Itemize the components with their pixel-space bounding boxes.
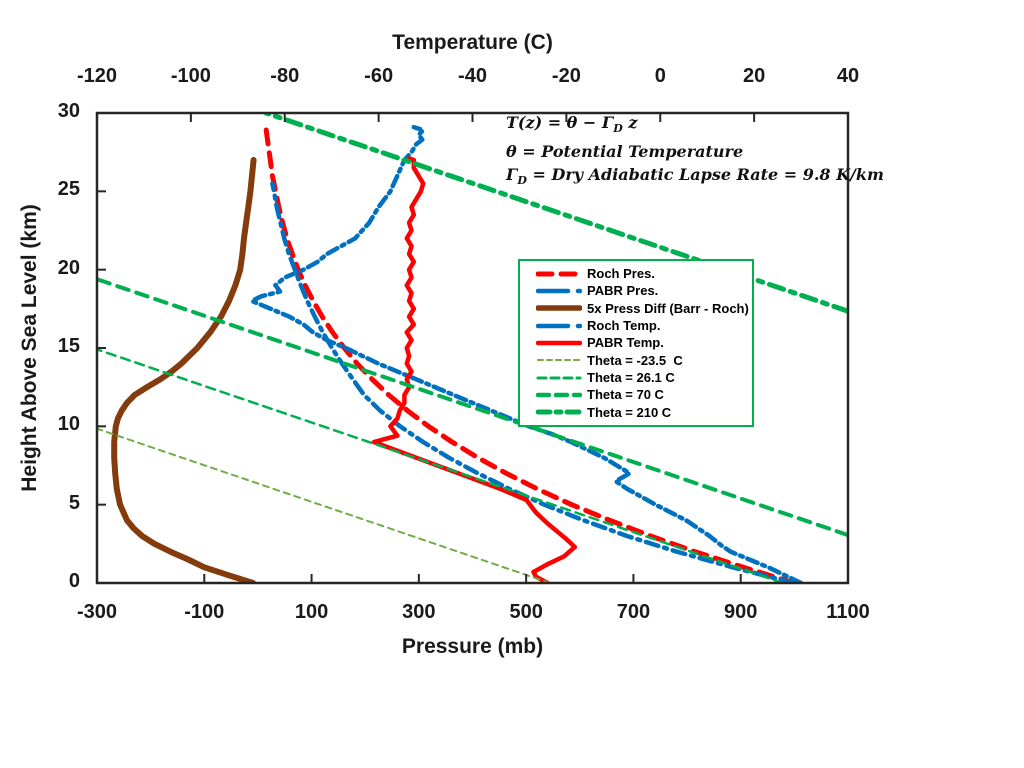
series-line-roch-temp: [249, 124, 804, 583]
annotation-line-3: ΓD = Dry Adiabatic Lapse Rate = 9.8 K/km: [506, 165, 884, 188]
top-tick-label: 40: [836, 65, 860, 87]
left-tick-label: 25: [57, 178, 80, 201]
top-tick-label: -100: [170, 65, 211, 87]
legend-line-sample-theta-210: [536, 409, 582, 415]
top-axis-title: Temperature (C): [392, 31, 553, 54]
top-tick-label: -40: [458, 65, 487, 87]
legend-label-pabr-temp: PABR Temp.: [587, 335, 664, 351]
legend-line-sample-theta-26-1: [536, 376, 582, 380]
bottom-tick-label: -300: [76, 601, 118, 623]
bottom-axis-title: Pressure (mb): [401, 635, 544, 658]
bottom-tick-label: -100: [184, 601, 225, 623]
left-tick-label: 5: [68, 491, 80, 514]
series-line-theta-70: [97, 277, 848, 538]
legend-label-theta-n23-5: Theta = -23.5 C: [587, 352, 683, 368]
bottom-tick-label: 900: [724, 601, 758, 623]
legend-item-roch-pres: Roch Pres.: [536, 265, 750, 282]
left-tick-label: 0: [68, 570, 80, 592]
legend-item-roch-temp: Roch Temp.: [536, 317, 750, 334]
annotation-line-1: T(z) = θ − ΓD z: [506, 113, 638, 136]
legend-line-sample-roch-pres: [536, 271, 582, 277]
bottom-tick-label: 300: [402, 601, 436, 623]
left-tick-label: 20: [57, 256, 80, 279]
legend-line-sample-pabr-temp: [536, 340, 582, 346]
bottom-tick-label: 1100: [826, 601, 870, 623]
left-tick-label: 10: [57, 413, 80, 436]
top-tick-label: -20: [551, 65, 581, 87]
legend-line-sample-pabr-pres: [536, 288, 582, 294]
bottom-tick-label: 100: [294, 601, 329, 623]
top-tick-label: 20: [743, 65, 766, 87]
legend-label-theta-70: Theta = 70 C: [587, 387, 664, 403]
legend-item-pabr-temp: PABR Temp.: [536, 334, 750, 351]
legend-item-press-diff: 5x Press Diff (Barr - Roch): [536, 300, 750, 317]
legend-label-press-diff: 5x Press Diff (Barr - Roch): [587, 300, 749, 316]
series-line-theta-n23-5: [97, 427, 551, 583]
legend-line-sample-roch-temp: [536, 323, 582, 328]
top-tick-label: -80: [270, 65, 300, 87]
legend-label-theta-26-1: Theta = 26.1 C: [587, 370, 675, 386]
legend-line-sample-press-diff: [536, 305, 582, 312]
series-line-theta-26-1: [97, 348, 785, 583]
legend-label-pabr-pres: PABR Pres.: [587, 283, 659, 299]
legend-label-roch-pres: Roch Pres.: [587, 266, 655, 282]
bottom-tick-label: 700: [616, 601, 651, 623]
legend-label-theta-210: Theta = 210 C: [587, 404, 672, 420]
series-line-pabr-pres: [270, 181, 796, 583]
legend-label-roch-temp: Roch Temp.: [587, 318, 661, 334]
left-tick-label: 30: [57, 100, 80, 122]
series-line-press-diff: [111, 157, 257, 583]
top-tick-label: -120: [76, 65, 118, 87]
legend-line-sample-theta-n23-5: [537, 359, 581, 362]
annotation-line-2: θ = Potential Temperature: [506, 142, 744, 162]
legend-item-theta-26-1: Theta = 26.1 C: [536, 369, 750, 386]
legend-item-pabr-pres: PABR Pres.: [536, 282, 750, 299]
series-line-pabr-temp: [371, 156, 578, 583]
left-tick-label: 15: [57, 335, 80, 357]
legend-item-theta-70: Theta = 70 C: [536, 386, 750, 403]
legend-item-theta-210: Theta = 210 C: [536, 404, 750, 421]
top-tick-label: 0: [654, 65, 666, 87]
bottom-tick-label: 500: [509, 601, 543, 623]
legend-item-theta-n23-5: Theta = -23.5 C: [536, 352, 750, 369]
legend-line-sample-theta-70: [536, 392, 582, 398]
legend: Roch Pres. PABR Pres. 5x Press Diff (Barr …: [518, 259, 754, 427]
annotation-text: T(z) = θ − ΓD z θ = Potential Temperatur…: [506, 111, 884, 192]
top-tick-label: -60: [364, 65, 394, 87]
